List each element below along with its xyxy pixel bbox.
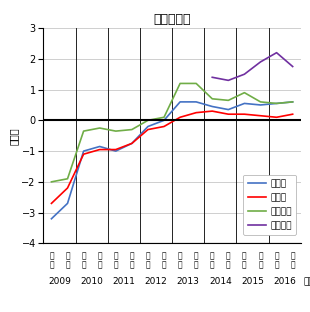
大阪圈: [259, 114, 262, 118]
地方四市: [227, 79, 230, 82]
Text: 後
半: 後 半: [65, 251, 70, 270]
名古屋圈: [114, 129, 117, 133]
Text: 後
半: 後 半: [290, 251, 295, 270]
東京圈: [114, 149, 117, 153]
東京圈: [82, 149, 86, 153]
東京圈: [178, 100, 182, 104]
東京圈: [227, 108, 230, 111]
大阪圈: [66, 186, 69, 190]
大阪圈: [194, 111, 198, 115]
大阪圈: [210, 109, 214, 113]
名古屋圈: [227, 99, 230, 102]
Text: 前
半: 前 半: [178, 251, 182, 270]
Line: 東京圈: 東京圈: [51, 102, 293, 219]
大阪圈: [291, 112, 294, 116]
東京圈: [194, 100, 198, 104]
東京圈: [98, 145, 102, 149]
Text: 後
半: 後 半: [97, 251, 102, 270]
Line: 地方四市: 地方四市: [212, 53, 293, 80]
名古屋圈: [259, 100, 262, 104]
地方四市: [242, 72, 246, 76]
名古屋圈: [194, 81, 198, 85]
Text: 2016: 2016: [273, 277, 296, 286]
Text: 後
半: 後 半: [258, 251, 263, 270]
大阪圈: [50, 202, 53, 205]
東京圈: [291, 100, 294, 104]
Text: 前
半: 前 半: [49, 251, 54, 270]
名古屋圈: [82, 129, 86, 133]
東京圈: [275, 102, 278, 105]
地方四市: [259, 60, 262, 64]
Text: 2011: 2011: [112, 277, 135, 286]
大阪圈: [98, 148, 102, 151]
東京圈: [259, 103, 262, 107]
名古屋圈: [66, 177, 69, 181]
名古屋圈: [146, 119, 150, 122]
Title: （住宅地）: （住宅地）: [153, 12, 191, 26]
大阪圈: [227, 112, 230, 116]
大阪圈: [82, 152, 86, 156]
Text: 2010: 2010: [80, 277, 103, 286]
大阪圈: [242, 112, 246, 116]
Text: 前
半: 前 半: [81, 251, 86, 270]
Text: 2012: 2012: [144, 277, 167, 286]
Text: 前
半: 前 半: [242, 251, 247, 270]
名古屋圈: [130, 128, 134, 131]
Text: （年）: （年）: [304, 277, 310, 286]
東京圈: [210, 105, 214, 108]
名古屋圈: [242, 91, 246, 95]
Text: 2015: 2015: [241, 277, 264, 286]
Text: 後
半: 後 半: [226, 251, 231, 270]
名古屋圈: [178, 81, 182, 85]
名古屋圈: [210, 97, 214, 101]
地方四市: [210, 76, 214, 79]
Text: 前
半: 前 半: [210, 251, 215, 270]
名古屋圈: [291, 100, 294, 104]
名古屋圈: [275, 102, 278, 105]
東京圈: [130, 142, 134, 145]
名古屋圈: [50, 180, 53, 184]
東京圈: [242, 102, 246, 105]
Text: 前
半: 前 半: [146, 251, 150, 270]
Text: 後
半: 後 半: [130, 251, 134, 270]
Text: 2013: 2013: [177, 277, 200, 286]
Text: 前
半: 前 半: [113, 251, 118, 270]
大阪圈: [162, 124, 166, 128]
大阪圈: [130, 142, 134, 145]
東京圈: [66, 202, 69, 205]
Text: 前
半: 前 半: [274, 251, 279, 270]
大阪圈: [114, 148, 117, 151]
東京圈: [162, 119, 166, 122]
大阪圈: [146, 128, 150, 131]
Text: 後
半: 後 半: [194, 251, 198, 270]
Y-axis label: （％）: （％）: [9, 127, 19, 144]
Text: 2014: 2014: [209, 277, 232, 286]
地方四市: [291, 65, 294, 68]
Line: 大阪圈: 大阪圈: [51, 111, 293, 203]
東京圈: [146, 124, 150, 128]
大阪圈: [275, 115, 278, 119]
大阪圈: [178, 115, 182, 119]
Legend: 東京圈, 大阪圈, 名古屋圈, 地方四市: 東京圈, 大阪圈, 名古屋圈, 地方四市: [243, 175, 296, 235]
Text: 2009: 2009: [48, 277, 71, 286]
Text: 後
半: 後 半: [162, 251, 166, 270]
地方四市: [275, 51, 278, 55]
東京圈: [50, 217, 53, 221]
名古屋圈: [98, 126, 102, 130]
Line: 名古屋圈: 名古屋圈: [51, 83, 293, 182]
名古屋圈: [162, 115, 166, 119]
